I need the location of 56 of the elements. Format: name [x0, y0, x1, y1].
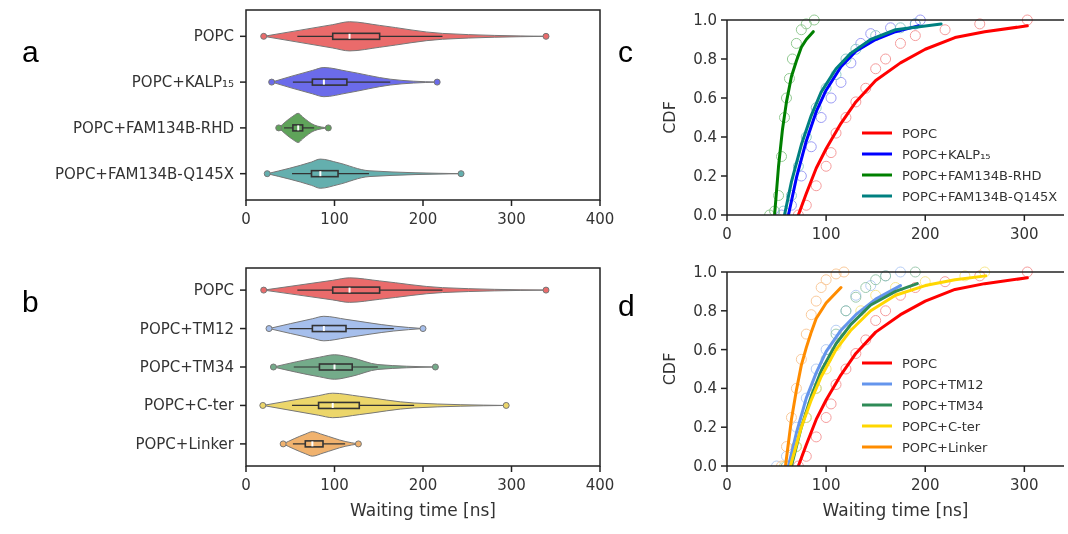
legend-label: POPC [902, 356, 937, 371]
x-tick-label: 200 [910, 225, 940, 243]
y-tick-label: 0.2 [693, 418, 717, 437]
y-tick-label: POPC+KALP₁₅ [131, 73, 234, 92]
text: d [618, 289, 635, 322]
y-axis-title: CDF [660, 352, 679, 386]
y-tick-label: 0.4 [693, 379, 717, 398]
y-tick-label: POPC+Linker [135, 434, 235, 453]
x-tick-label: 400 [585, 476, 615, 494]
y-tick-label: 0.6 [693, 340, 717, 359]
y-axis-title: CDF [660, 101, 679, 134]
x-tick-label: 100 [320, 476, 349, 494]
text: a [22, 35, 39, 68]
x-tick-label: 300 [497, 210, 526, 228]
text: b [22, 285, 39, 318]
y-tick-label: 0.0 [693, 457, 717, 475]
legend-label: POPC+Linker [902, 440, 989, 455]
y-tick-label: POPC [193, 281, 234, 300]
x-tick-label: 400 [585, 210, 615, 228]
x-tick-label: 100 [811, 476, 841, 494]
y-tick-label: POPC+FAM134B-RHD [73, 118, 234, 137]
y-tick-label: 1.0 [693, 263, 717, 281]
legend-label: POPC+TM12 [902, 377, 984, 392]
x-tick-label: 200 [910, 476, 940, 494]
x-tick-label: 300 [1010, 476, 1039, 494]
y-tick-label: 0.8 [693, 301, 717, 320]
y-tick-label: 0.2 [693, 167, 717, 185]
legend-label: POPC [902, 126, 937, 141]
x-tick-label: 100 [320, 210, 349, 228]
x-axis-title: Waiting time [ns] [350, 500, 496, 520]
legend-label: POPC+FAM134B-Q145X [902, 189, 1058, 204]
y-tick-label: POPC+TM34 [139, 358, 234, 376]
x-tick-label: 100 [811, 225, 841, 243]
y-tick-label: POPC [193, 27, 234, 46]
x-tick-label: 0 [722, 225, 732, 243]
legend-label: POPC+C-ter [902, 419, 981, 434]
y-tick-label: 0.8 [693, 50, 717, 68]
text: c [618, 35, 633, 68]
y-tick-label: POPC+C-ter [143, 396, 235, 415]
y-tick-label: 0.4 [693, 128, 717, 146]
legend-label: POPC+TM34 [902, 398, 984, 413]
y-tick-label: POPC+FAM134B-Q145X [55, 164, 234, 183]
y-tick-label: POPC+TM12 [139, 319, 234, 338]
x-tick-label: 300 [497, 476, 526, 494]
legend-label: POPC+KALP₁₅ [902, 147, 991, 162]
x-tick-label: 0 [241, 210, 251, 228]
y-tick-label: 0.0 [693, 206, 717, 224]
x-tick-label: 200 [408, 476, 438, 494]
x-axis-title: Waiting time [ns] [822, 500, 969, 520]
y-tick-label: 0.6 [693, 89, 717, 107]
legend-label: POPC+FAM134B-RHD [902, 168, 1042, 183]
x-tick-label: 0 [241, 476, 251, 494]
y-tick-label: 1.0 [693, 11, 717, 29]
x-tick-label: 0 [722, 476, 732, 494]
x-tick-label: 200 [408, 210, 438, 228]
x-tick-label: 300 [1010, 225, 1039, 243]
